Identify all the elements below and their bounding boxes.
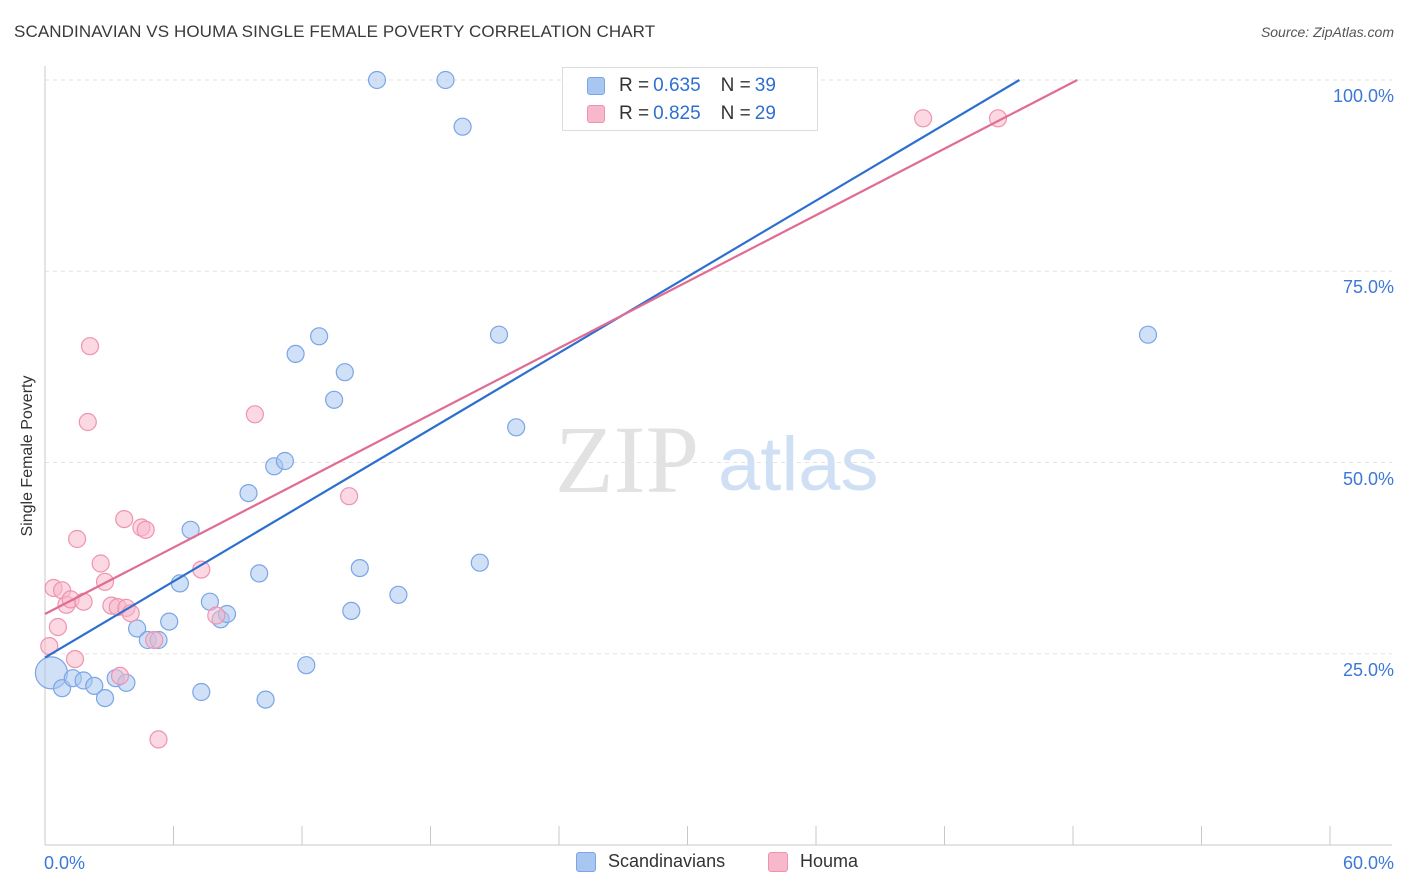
scandinavians-point (436, 70, 455, 90)
scandinavians-point (310, 327, 329, 346)
legend-n-label: N = (720, 75, 751, 96)
legend-r-label: R = (619, 103, 650, 124)
scandinavians-point (350, 558, 369, 578)
houma-point (91, 554, 110, 573)
watermark-atlas: atlas (718, 422, 879, 507)
scandinavians-point (342, 601, 361, 621)
scandinavians-point (128, 619, 147, 638)
scandinavians-point (489, 325, 509, 344)
scandinavians-trend-line (44, 79, 1021, 659)
scandinavians-point (160, 612, 179, 631)
legend-r-label: R = (619, 75, 650, 96)
houma-point (65, 649, 85, 669)
chart-title: SCANDINAVIAN VS HOUMA SINGLE FEMALE POVE… (14, 22, 656, 41)
legend-n-value: 39 (754, 75, 776, 96)
x-tick-label-max: 60.0% (1342, 853, 1394, 873)
houma-point (78, 412, 97, 432)
houma-trend-line (44, 79, 1078, 615)
legend-r-value: 0.825 (653, 103, 701, 124)
scandinavians-point (1138, 325, 1158, 344)
legend-swatch-pink (587, 105, 605, 123)
source-label: Source: ZipAtlas.com (1260, 24, 1394, 40)
houma-point (67, 529, 87, 549)
scandinavians-point (256, 690, 275, 709)
bottom-legend-swatch-pink (768, 851, 788, 872)
scandinavians-point (297, 656, 316, 675)
houma-point (80, 337, 100, 356)
scandinavians-point (367, 70, 387, 90)
y-tick-label: 75.0% (1342, 277, 1394, 298)
houma-point (207, 606, 226, 625)
houma-point (115, 509, 134, 529)
axes (44, 66, 1392, 846)
scandinavians-point (325, 390, 344, 409)
houma-point (48, 617, 68, 637)
legend-r-value: 0.635 (653, 75, 701, 96)
houma-point (245, 405, 264, 424)
bottom-legend-label: Scandinavians (608, 851, 726, 871)
scandinavians-point (95, 688, 115, 708)
houma-point (913, 109, 933, 128)
legend-n-value: 29 (754, 103, 776, 124)
data-points (34, 70, 1158, 749)
houma-point (149, 730, 168, 749)
scandinavians-point (250, 564, 269, 583)
y-tick-label: 25.0% (1342, 659, 1394, 680)
grid-lines (45, 79, 1392, 655)
bottom-legend-houma: Houma (768, 851, 858, 872)
trend-lines (44, 79, 1078, 659)
watermark-zip: ZIP (555, 406, 699, 513)
legend-swatch-blue (587, 77, 605, 95)
stats-legend: R = 0.635 N = 39 R = 0.825 N = 29 (562, 67, 818, 131)
scandinavians-point (389, 585, 408, 604)
bottom-legend-scandinavians: Scandinavians (576, 851, 725, 872)
scandinavians-point (85, 676, 104, 696)
bottom-legend-swatch-blue (576, 851, 596, 872)
legend-row-scandinavians: R = 0.635 N = 39 (587, 73, 776, 99)
scandinavians-point (507, 418, 526, 437)
houma-point (74, 592, 93, 611)
houma-point (136, 520, 155, 539)
scandinavians-point (453, 117, 472, 136)
houma-point (110, 666, 130, 686)
x-tick-label-min: 0.0% (44, 853, 86, 873)
scandinavians-point (275, 451, 294, 471)
y-tick-label: 100.0% (1332, 86, 1394, 106)
houma-point (145, 630, 164, 650)
legend-row-houma: R = 0.825 N = 29 (587, 101, 776, 127)
watermark: ZIP atlas (555, 406, 879, 513)
houma-point (340, 487, 359, 506)
scandinavians-point (470, 553, 489, 572)
bottom-legend-label: Houma (800, 851, 859, 871)
scandinavians-point (286, 344, 305, 363)
scandinavians-point (335, 363, 354, 382)
scandinavians-point (192, 682, 211, 702)
y-tick-label: 50.0% (1342, 468, 1394, 489)
scandinavians-point (239, 484, 258, 503)
legend-n-label: N = (720, 103, 751, 124)
